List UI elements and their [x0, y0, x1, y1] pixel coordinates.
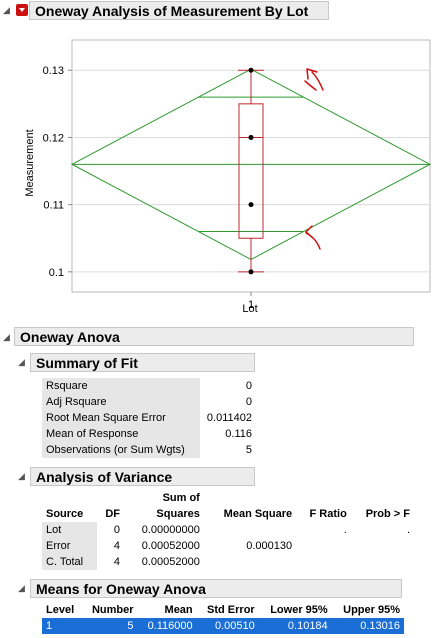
- y-tick-label: 0.13: [43, 65, 64, 77]
- column-header: Source: [46, 508, 84, 520]
- oneway-plot: 0.1 0.11 0.12 0.13 1 Measurement Lot: [24, 39, 432, 315]
- x-tick-label: 1: [248, 299, 254, 311]
- column-header: Squares: [156, 508, 200, 520]
- y-tick-label: 0.12: [43, 132, 64, 144]
- value-cell: 0.00052000: [141, 556, 200, 568]
- data-point: [248, 202, 254, 208]
- value-cell: [296, 554, 351, 570]
- summary-label: Mean of Response: [42, 426, 200, 442]
- table-row: Error 4 0.00052000 0.000130: [42, 538, 414, 554]
- source-cell: Error: [42, 538, 97, 554]
- column-header: DF: [105, 508, 121, 520]
- column-header: Number: [91, 604, 134, 616]
- table-row[interactable]: 1 5 0.116000 0.00510 0.10184 0.13016: [42, 618, 404, 634]
- disclosure-triangle-icon[interactable]: ◢: [3, 5, 10, 15]
- summary-value: 0: [245, 396, 252, 408]
- sum-of-label: Sum of: [162, 492, 200, 504]
- column-header: Upper 95%: [343, 604, 400, 616]
- column-header: Lower 95%: [270, 604, 328, 616]
- summary-of-fit-header[interactable]: Summary of Fit: [30, 353, 255, 372]
- summary-value: 0.011402: [206, 412, 252, 424]
- summary-value: 0.116: [225, 428, 252, 440]
- column-header: Std Error: [207, 604, 255, 616]
- analysis-of-variance-header[interactable]: Analysis of Variance: [30, 467, 255, 486]
- y-tick-label: 0.11: [43, 200, 64, 212]
- data-point: [248, 134, 254, 140]
- summary-label: Root Mean Square Error: [42, 410, 200, 426]
- table-row: Mean of Response 0.116: [42, 426, 256, 442]
- column-header: Level: [46, 604, 75, 616]
- value-cell: .: [406, 524, 410, 536]
- disclosure-triangle-icon[interactable]: ◢: [18, 357, 25, 367]
- value-cell: 0.00510: [196, 618, 259, 634]
- value-cell: [351, 538, 414, 554]
- value-cell: 0.116000: [137, 618, 197, 634]
- table-row: Rsquare 0: [42, 378, 256, 394]
- value-cell: [351, 554, 414, 570]
- column-header: Mean: [164, 604, 193, 616]
- summary-of-fit-table: Rsquare 0 Adj Rsquare 0 Root Mean Square Err…: [42, 378, 256, 458]
- summary-label: Rsquare: [42, 378, 200, 394]
- means-table: Level Number Mean Std Error Lower 95% Upper 9…: [42, 602, 404, 634]
- disclosure-triangle-icon[interactable]: ◢: [3, 332, 10, 342]
- value-cell: 0.00000000: [141, 524, 200, 536]
- summary-label: Adj Rsquare: [42, 394, 200, 410]
- value-cell: 0.00052000: [141, 540, 200, 552]
- source-cell: C. Total: [42, 554, 97, 570]
- value-cell: 0.13016: [331, 618, 404, 634]
- table-row: Root Mean Square Error 0.011402: [42, 410, 256, 426]
- value-cell: 5: [82, 618, 138, 634]
- red-triangle-menu-icon[interactable]: [16, 4, 28, 16]
- oneway-anova-header[interactable]: Oneway Anova: [14, 327, 414, 346]
- value-cell: 0: [113, 524, 121, 536]
- value-cell: [204, 554, 296, 570]
- annotation-arrow-upper: [306, 68, 324, 91]
- disclosure-triangle-icon[interactable]: ◢: [18, 471, 25, 481]
- source-cell: Lot: [42, 522, 97, 538]
- value-cell: [204, 522, 296, 538]
- value-cell: 4: [113, 556, 121, 568]
- x-axis-label: Lot: [242, 303, 257, 315]
- means-header[interactable]: Means for Oneway Anova: [30, 579, 402, 598]
- summary-value: 0: [245, 380, 252, 392]
- y-axis-label: Measurement: [24, 129, 36, 196]
- disclosure-triangle-icon[interactable]: ◢: [18, 583, 25, 593]
- summary-label: Observations (or Sum Wgts): [42, 442, 200, 458]
- value-cell: 0.10184: [258, 618, 332, 634]
- table-row: Lot 0 0.00000000..: [42, 522, 414, 538]
- annotation-arrow-upper-tail: [304, 80, 317, 91]
- anova-table: Sum of Source DF Squares Mean Square F Ratio…: [42, 490, 414, 570]
- data-point: [248, 67, 254, 73]
- annotation-arrow-lower: [305, 225, 321, 250]
- level-cell: 1: [42, 618, 83, 634]
- value-cell: [296, 538, 351, 554]
- report-title: Oneway Analysis of Measurement By Lot: [29, 1, 329, 20]
- table-row: Observations (or Sum Wgts) 5: [42, 442, 256, 458]
- column-header: Mean Square: [223, 508, 293, 520]
- table-row: Adj Rsquare 0: [42, 394, 256, 410]
- summary-value: 5: [245, 444, 252, 456]
- table-row: C. Total 4 0.00052000: [42, 554, 414, 570]
- value-cell: 0.000130: [246, 540, 293, 552]
- data-point: [248, 269, 254, 275]
- column-header: F Ratio: [309, 508, 347, 520]
- value-cell: 4: [113, 540, 121, 552]
- y-tick-label: 0.1: [49, 267, 64, 279]
- column-header: Prob > F: [365, 508, 410, 520]
- value-cell: .: [343, 524, 347, 536]
